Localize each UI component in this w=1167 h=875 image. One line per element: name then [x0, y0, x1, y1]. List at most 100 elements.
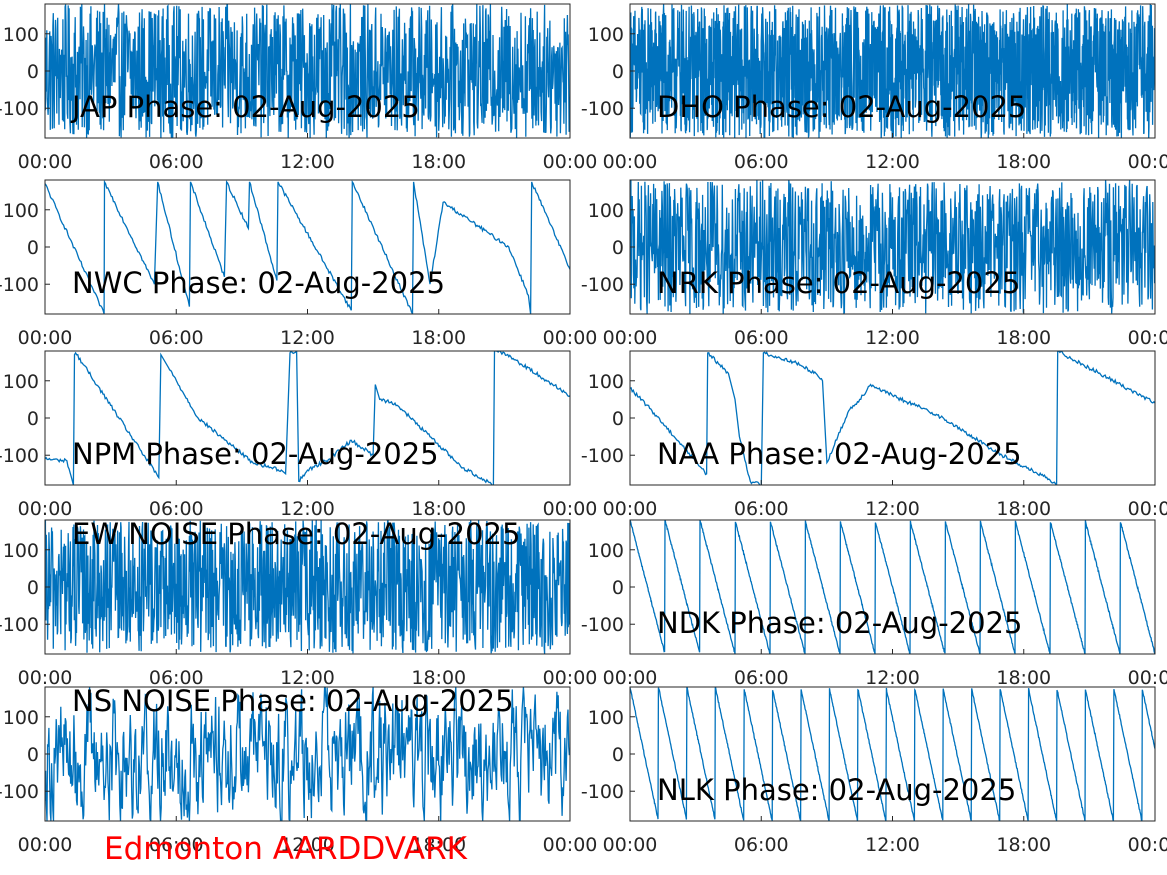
phase-panel: -100 0 100 00:00 06:00 12:00 18:00 00:00 DHO Pha…: [581, 3, 1167, 173]
panel-title: NRK Phase: 02-Aug-2025: [657, 266, 1020, 300]
phase-panel: -100 0 100 00:00 06:00 12:00 18:00 00:00 NDK Pha…: [581, 519, 1167, 689]
panels: -100 0 100 00:00 06:00 12:00 18:00 00:00 JAP Pha…: [0, 3, 1167, 856]
phase-trace: [630, 687, 1155, 821]
x-tick-label: 00:00: [18, 667, 73, 689]
x-tick-label: 18:00: [411, 327, 466, 349]
y-tick-label: -100: [0, 98, 39, 120]
phase-panel: -100 0 100 00:00 06:00 12:00 18:00 00:00 JAP Pha…: [0, 3, 598, 173]
phase-trace: [45, 180, 570, 314]
x-tick-label: 06:00: [734, 498, 789, 520]
y-tick-label: 100: [588, 24, 624, 46]
y-tick-label: -100: [581, 274, 624, 296]
x-tick-label: 12:00: [865, 327, 920, 349]
y-tick-label: 100: [3, 24, 39, 46]
y-tick-label: -100: [0, 614, 39, 636]
y-tick-label: 0: [27, 237, 39, 259]
y-tick-label: -100: [0, 781, 39, 803]
x-tick-label: 12:00: [865, 498, 920, 520]
x-tick-label: 00:00: [603, 834, 658, 856]
x-tick-label: 00:00: [1128, 151, 1167, 173]
x-tick-label: 12:00: [865, 834, 920, 856]
x-tick-label: 06:00: [149, 498, 204, 520]
phase-panel: -100 0 100 00:00 06:00 12:00 18:00 00:00 NRK Pha…: [581, 179, 1167, 349]
x-tick-label: 18:00: [996, 667, 1051, 689]
y-tick-label: 0: [27, 577, 39, 599]
x-tick-label: 12:00: [280, 327, 335, 349]
phase-trace: [45, 4, 570, 138]
panel-title: NPM Phase: 02-Aug-2025: [72, 437, 439, 471]
x-tick-label: 06:00: [149, 151, 204, 173]
phase-panel: -100 0 100 00:00 06:00 12:00 18:00 00:00 EW NOIS…: [0, 517, 597, 689]
y-tick-label: 0: [612, 408, 624, 430]
y-tick-label: -100: [581, 98, 624, 120]
x-tick-label: 00:00: [543, 667, 598, 689]
phase-trace: [630, 520, 1155, 654]
y-tick-label: 100: [588, 371, 624, 393]
panel-title: NDK Phase: 02-Aug-2025: [657, 606, 1022, 640]
x-tick-label: 18:00: [996, 151, 1051, 173]
x-tick-label: 12:00: [865, 667, 920, 689]
x-tick-label: 00:00: [1128, 498, 1167, 520]
y-tick-label: -100: [581, 445, 624, 467]
y-tick-label: 0: [27, 61, 39, 83]
y-tick-label: -100: [0, 445, 39, 467]
phase-panel: -100 0 100 00:00 06:00 12:00 18:00 00:00 NLK Pha…: [581, 686, 1167, 856]
y-tick-label: 0: [612, 61, 624, 83]
x-tick-label: 00:00: [18, 834, 73, 856]
x-tick-label: 00:00: [18, 327, 73, 349]
y-tick-label: -100: [581, 614, 624, 636]
panel-title: NLK Phase: 02-Aug-2025: [657, 773, 1016, 807]
y-tick-label: 100: [3, 200, 39, 222]
station-caption: Edmonton AARDDVARK: [104, 831, 468, 867]
x-tick-label: 06:00: [149, 667, 204, 689]
y-tick-label: 0: [612, 577, 624, 599]
panel-title: JAP Phase: 02-Aug-2025: [70, 90, 420, 124]
x-tick-label: 18:00: [411, 834, 466, 856]
x-tick-label: 06:00: [149, 834, 204, 856]
phase-trace: [45, 687, 570, 821]
y-tick-label: 0: [612, 237, 624, 259]
phase-trace: [630, 351, 1155, 485]
x-tick-label: 12:00: [280, 151, 335, 173]
y-tick-label: -100: [0, 274, 39, 296]
panel-title: EW NOISE Phase: 02-Aug-2025: [72, 517, 520, 551]
x-tick-label: 00:00: [1128, 834, 1167, 856]
x-tick-label: 06:00: [734, 667, 789, 689]
x-tick-label: 18:00: [996, 834, 1051, 856]
x-tick-label: 00:00: [18, 498, 73, 520]
panel-title: NWC Phase: 02-Aug-2025: [72, 266, 445, 300]
phase-panel: -100 0 100 00:00 06:00 12:00 18:00 00:00 NWC Pha…: [0, 179, 598, 349]
x-tick-label: 00:00: [543, 498, 598, 520]
y-tick-label: 0: [27, 744, 39, 766]
x-tick-label: 12:00: [865, 151, 920, 173]
y-tick-label: 100: [588, 200, 624, 222]
x-tick-label: 00:00: [543, 151, 598, 173]
y-tick-label: 100: [588, 707, 624, 729]
x-tick-label: 00:00: [543, 327, 598, 349]
x-tick-label: 00:00: [1128, 327, 1167, 349]
x-tick-label: 00:00: [18, 151, 73, 173]
y-tick-label: 0: [27, 408, 39, 430]
y-tick-label: 100: [3, 707, 39, 729]
phase-trace: [630, 4, 1155, 138]
x-tick-label: 00:00: [603, 667, 658, 689]
x-tick-label: 00:00: [603, 327, 658, 349]
phase-panel: -100 0 100 00:00 06:00 12:00 18:00 00:00 NPM Pha…: [0, 350, 598, 520]
x-tick-label: 00:00: [1128, 667, 1167, 689]
x-tick-label: 18:00: [411, 498, 466, 520]
phase-trace: [630, 180, 1155, 314]
x-tick-label: 18:00: [996, 498, 1051, 520]
x-tick-label: 06:00: [734, 327, 789, 349]
y-tick-label: 0: [612, 744, 624, 766]
phase-trace: [45, 520, 570, 654]
panel-title: NS NOISE Phase: 02-Aug-2025: [72, 684, 514, 718]
x-tick-label: 18:00: [411, 151, 466, 173]
panel-title: DHO Phase: 02-Aug-2025: [657, 90, 1026, 124]
x-tick-label: 18:00: [996, 327, 1051, 349]
x-tick-label: 12:00: [280, 498, 335, 520]
phase-panel: -100 0 100 00:00 06:00 12:00 18:00 00:00 NAA Pha…: [581, 350, 1167, 520]
y-tick-label: 100: [3, 371, 39, 393]
x-tick-label: 18:00: [411, 667, 466, 689]
x-tick-label: 00:00: [543, 834, 598, 856]
